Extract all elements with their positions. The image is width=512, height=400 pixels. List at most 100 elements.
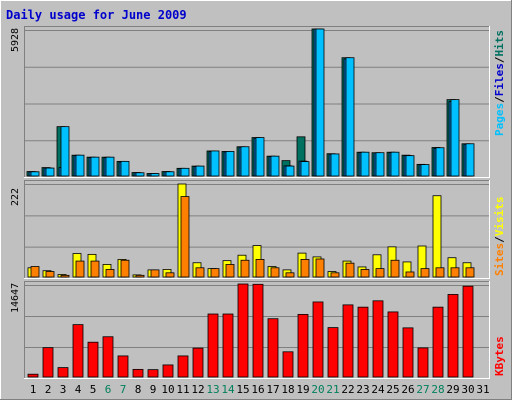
bar-sites-day-8 [135,274,145,278]
bar-kbytes-day-10 [162,364,174,378]
bar-sites-day-17 [270,267,280,278]
legend-entry: / [493,56,506,63]
legend-sites-visits: Sites/Visits [493,197,506,277]
bar-sites-day-5 [90,260,100,278]
bar-pages-day-19 [300,161,310,177]
bar-kbytes-day-25 [387,311,399,378]
day-label: 11 [176,383,189,396]
bar-kbytes-day-1 [27,373,39,378]
bar-kbytes-day-9 [147,369,159,378]
bar-sites-day-24 [375,268,385,278]
bar-sites-day-14 [225,264,235,278]
bar-sites-day-30 [465,267,475,278]
bar-kbytes-day-12 [192,347,204,378]
bar-kbytes-day-16 [252,283,264,378]
bar-pages-day-15 [240,146,250,177]
legend-entry: Visits [493,197,506,237]
day-label: 26 [401,383,414,396]
bar-sites-day-3 [60,274,70,278]
day-label: 21 [326,383,339,396]
bar-sites-day-22 [345,262,355,278]
bar-sites-day-6 [105,269,115,278]
bar-pages-day-29 [450,99,460,177]
bar-kbytes-day-2 [42,347,54,378]
bar-sites-day-27 [420,268,430,278]
legend-entry: Pages [493,103,506,136]
day-label: 3 [60,383,67,396]
bar-sites-day-18 [285,272,295,278]
bar-kbytes-day-11 [177,355,189,378]
x-axis-day-labels: 1 2 3 4 5 6 7 8 9 10 11 12 13 14 15 16 17 18 19 20 21 22 23 24 2… [30,383,490,396]
day-label: 20 [311,383,324,396]
day-label: 1 [30,383,37,396]
bar-sites-day-2 [45,271,55,278]
bar-pages-day-11 [180,167,190,177]
day-label: 7 [120,383,127,396]
bar-kbytes-day-20 [312,301,324,378]
bar-sites-day-23 [360,269,370,278]
bar-pages-day-2 [45,167,55,177]
legend-text: KBytes [493,336,506,376]
legend-entry: / [493,96,506,103]
day-label: 4 [75,383,82,396]
bar-pages-day-5 [90,156,100,177]
bar-kbytes-day-5 [87,341,99,378]
day-label: 25 [386,383,399,396]
bar-kbytes-day-28 [432,306,444,378]
bar-pages-day-26 [405,155,415,177]
bar-pages-day-9 [150,173,160,177]
legend-pages-files-hits: Pages/Files/Hits [493,30,506,136]
bottom-max-label: 14647 [10,283,21,313]
bar-sites-day-11 [180,196,190,278]
day-label: 10 [161,383,174,396]
bar-sites-day-7 [120,259,130,278]
bar-kbytes-day-21 [327,327,339,378]
bar-pages-day-27 [420,164,430,177]
bar-pages-day-17 [270,155,280,177]
bar-kbytes-day-3 [57,367,69,378]
bar-kbytes-day-6 [102,336,114,378]
bar-kbytes-day-30 [462,285,474,378]
day-label: 14 [221,383,235,396]
day-label: 5 [90,383,97,396]
bar-sites-day-9 [150,269,160,278]
bar-pages-day-23 [360,151,370,177]
day-label: 28 [431,383,444,396]
bars-kbytes [27,283,474,378]
day-label: 6 [105,383,112,396]
bar-sites-day-10 [165,272,175,278]
day-label: 30 [461,383,474,396]
day-label: 23 [356,383,369,396]
bar-sites-day-21 [330,272,340,278]
top-max-label: 5928 [10,28,21,52]
bar-kbytes-day-8 [132,368,144,378]
legend-entry: / [493,236,506,243]
bars-hits-files-pages [26,28,475,177]
legend-text: Sites/Visits [493,197,506,277]
bar-kbytes-day-24 [372,300,384,378]
bar-sites-day-16 [255,259,265,278]
bar-pages-day-14 [225,151,235,177]
bars-visits-sites [27,183,475,278]
bar-kbytes-day-18 [282,351,294,378]
legend-entry: Sites [493,243,506,276]
bar-sites-day-28 [435,267,445,278]
bar-sites-day-1 [30,266,40,278]
bar-kbytes-day-14 [222,313,234,378]
bar-kbytes-day-29 [447,294,459,378]
bar-pages-day-7 [120,160,130,177]
bar-kbytes-day-17 [267,318,279,378]
bar-sites-day-12 [195,267,205,278]
bar-pages-day-1 [30,171,40,177]
legend-text: Pages/Files/Hits [493,30,506,136]
bar-sites-day-26 [405,271,415,278]
bar-pages-day-16 [255,137,265,177]
day-label: 16 [251,383,264,396]
day-label: 2 [45,383,52,396]
bar-kbytes-day-19 [297,313,309,378]
bar-pages-day-4 [75,154,85,177]
bar-pages-day-3 [60,126,70,177]
bar-pages-day-8 [135,172,145,177]
bar-kbytes-day-23 [357,306,369,378]
day-label: 31 [476,383,489,396]
